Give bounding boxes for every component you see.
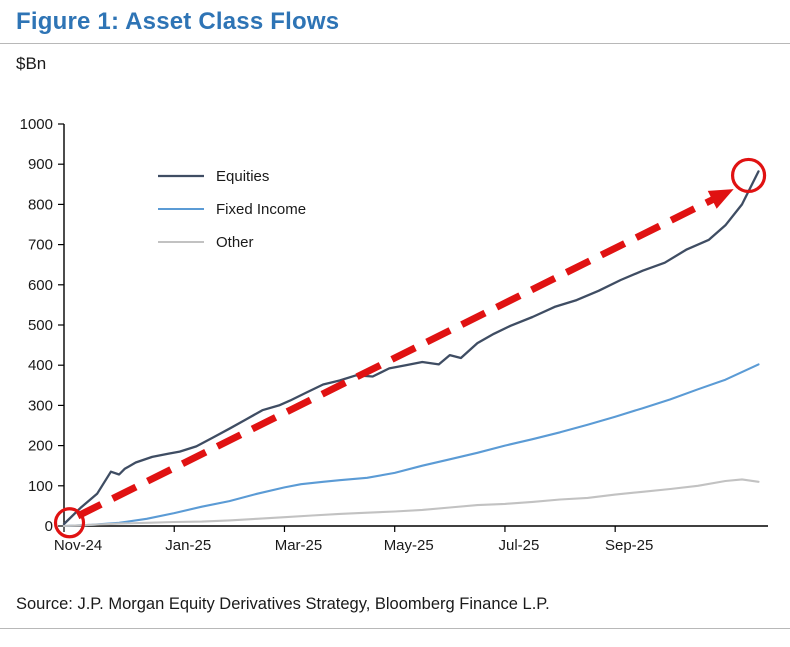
axis-unit-label: $Bn — [16, 54, 47, 73]
figure-title: Figure 1: Asset Class Flows — [16, 8, 340, 35]
svg-text:600: 600 — [28, 277, 53, 294]
svg-text:Equities: Equities — [216, 168, 269, 185]
asset-class-flows-chart: 0 100 200 300 400 500 600 700 800 900 1000 Nov-24 Ja… — [20, 116, 768, 554]
svg-text:Jan-25: Jan-25 — [165, 537, 211, 554]
bottom-divider — [0, 628, 790, 629]
svg-text:700: 700 — [28, 237, 53, 254]
source-caption: Source: J.P. Morgan Equity Derivatives S… — [16, 595, 550, 613]
svg-text:Jul-25: Jul-25 — [499, 537, 540, 554]
svg-text:Mar-25: Mar-25 — [275, 537, 323, 554]
svg-text:Fixed Income: Fixed Income — [216, 201, 306, 218]
svg-text:400: 400 — [28, 357, 53, 374]
svg-text:May-25: May-25 — [384, 537, 434, 554]
svg-text:Sep-25: Sep-25 — [605, 537, 653, 554]
svg-text:300: 300 — [28, 397, 53, 414]
svg-text:800: 800 — [28, 196, 53, 213]
svg-text:Nov-24: Nov-24 — [54, 537, 102, 554]
svg-text:900: 900 — [28, 156, 53, 173]
title-divider — [0, 43, 790, 44]
svg-text:Other: Other — [216, 234, 254, 251]
svg-text:200: 200 — [28, 438, 53, 455]
svg-text:500: 500 — [28, 317, 53, 334]
svg-text:0: 0 — [45, 518, 53, 535]
svg-text:1000: 1000 — [20, 116, 53, 133]
svg-text:100: 100 — [28, 478, 53, 495]
chart-area: 0 100 200 300 400 500 600 700 800 900 1000 Nov-24 Ja… — [0, 90, 790, 581]
